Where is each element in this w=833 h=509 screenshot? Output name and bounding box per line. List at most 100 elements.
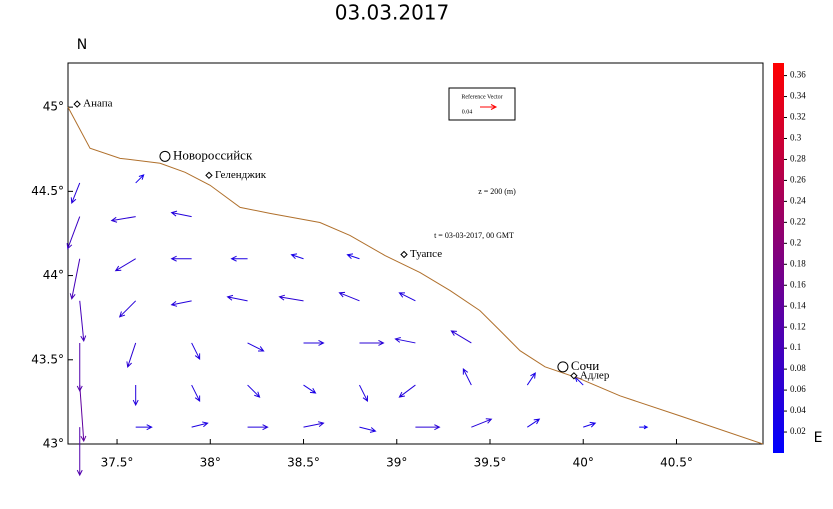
colorbar-tick-label: 0.04 (790, 405, 806, 415)
current-vector (398, 384, 416, 398)
colorbar-tick-label: 0.14 (790, 300, 806, 310)
y-tick-label: 45° (43, 100, 64, 114)
city-marker (205, 171, 213, 180)
current-vector (398, 292, 416, 302)
city-marker (570, 372, 578, 380)
colorbar-tick-label: 0.3 (790, 133, 802, 143)
current-vector (359, 339, 385, 346)
reference-title: Reference Vector (461, 93, 502, 100)
current-vector (135, 174, 145, 184)
current-vector (76, 427, 83, 477)
current-vector (132, 385, 139, 407)
current-vector (79, 385, 87, 443)
x-tick-label: 38° (200, 456, 221, 470)
colorbar-tick-label: 0.26 (790, 174, 806, 184)
current-vector (114, 258, 136, 272)
depth-label: z = 200 (m) (478, 187, 516, 196)
reference-value: 0.04 (462, 109, 473, 115)
current-vector (191, 384, 201, 403)
current-vector (118, 300, 137, 318)
current-vector (394, 336, 416, 344)
current-vector (170, 300, 192, 307)
current-vector (303, 421, 325, 428)
current-vector (66, 216, 81, 250)
current-vector (278, 294, 304, 302)
current-vector (346, 253, 360, 260)
colorbar (773, 63, 784, 453)
colorbar-tick-label: 0.22 (790, 216, 806, 226)
colorbar-tick-label: 0.28 (790, 154, 806, 164)
colorbar-label: E (814, 430, 823, 446)
current-vector (359, 426, 377, 433)
current-vector (247, 342, 265, 352)
x-tick-label: 40.5° (660, 456, 693, 470)
current-vector (462, 368, 472, 386)
current-vector (230, 255, 248, 262)
city-marker (159, 150, 171, 162)
colorbar-tick-label: 0.16 (790, 279, 806, 289)
current-vector (170, 255, 192, 262)
current-vector (527, 418, 541, 428)
time-label: t = 03-03-2017, 00 GMT (434, 231, 514, 240)
city-label: Сочи (571, 358, 599, 373)
city-label: Туапсе (410, 248, 442, 260)
colorbar-tick-label: 0.18 (790, 258, 806, 268)
current-vector (526, 372, 536, 386)
colorbar-tick-label: 0.36 (790, 70, 806, 80)
current-vector (338, 291, 360, 302)
x-tick-label: 37.5° (101, 456, 134, 470)
y-tick-label: 44° (43, 268, 64, 282)
reference-box (448, 87, 516, 121)
colorbar-tick-label: 0.02 (790, 426, 806, 436)
current-vector (70, 182, 81, 204)
current-vector (247, 384, 261, 398)
y-tick-label: 43° (43, 437, 64, 451)
current-vector (226, 294, 248, 302)
colorbar-tick-label: 0.24 (790, 195, 806, 205)
current-vector (583, 421, 597, 428)
current-vector (450, 330, 472, 344)
city-marker (400, 250, 408, 259)
y-tick-label: 44.5° (31, 184, 64, 198)
current-vector (76, 342, 83, 393)
current-vector (303, 339, 325, 346)
current-vector (639, 425, 649, 430)
current-vector (69, 258, 81, 300)
y-tick-label: 43.5° (31, 352, 64, 366)
colorbar-tick-label: 0.32 (790, 112, 806, 122)
colorbar-tick-label: 0.12 (790, 321, 806, 331)
colorbar-tick-label: 0.34 (790, 91, 806, 101)
current-vector (290, 253, 304, 260)
city-label: Геленджик (215, 169, 267, 181)
current-vector (135, 424, 153, 431)
current-vector (471, 418, 493, 428)
x-tick-label: 39° (386, 456, 407, 470)
x-tick-label: 39.5° (474, 456, 507, 470)
current-vector (359, 384, 368, 403)
coastline (67, 106, 764, 445)
current-vector (110, 216, 136, 223)
city-marker (557, 361, 569, 373)
current-vector (191, 342, 201, 360)
current-vector (79, 300, 87, 342)
colorbar-tick-label: 0.1 (790, 342, 801, 352)
current-vector (170, 210, 192, 218)
colorbar-tick-label: 0.06 (790, 384, 806, 394)
reference-vector (480, 104, 498, 110)
city-label: Новороссийск (173, 147, 253, 162)
current-vector (126, 342, 137, 368)
x-tick-label: 40° (573, 456, 594, 470)
north-label: N (77, 37, 87, 53)
current-vector (191, 421, 209, 428)
colorbar-tick-label: 0.2 (790, 237, 801, 247)
city-label: Адлер (580, 369, 610, 381)
x-tick-label: 38.5° (287, 456, 320, 470)
colorbar-tick-label: 0.08 (790, 363, 806, 373)
current-vector (303, 384, 317, 394)
city-marker (73, 100, 81, 108)
plot-frame (67, 62, 764, 445)
current-vector (415, 424, 441, 431)
chart-title: 03.03.2017 (335, 1, 450, 25)
city-label: Анапа (83, 98, 112, 110)
